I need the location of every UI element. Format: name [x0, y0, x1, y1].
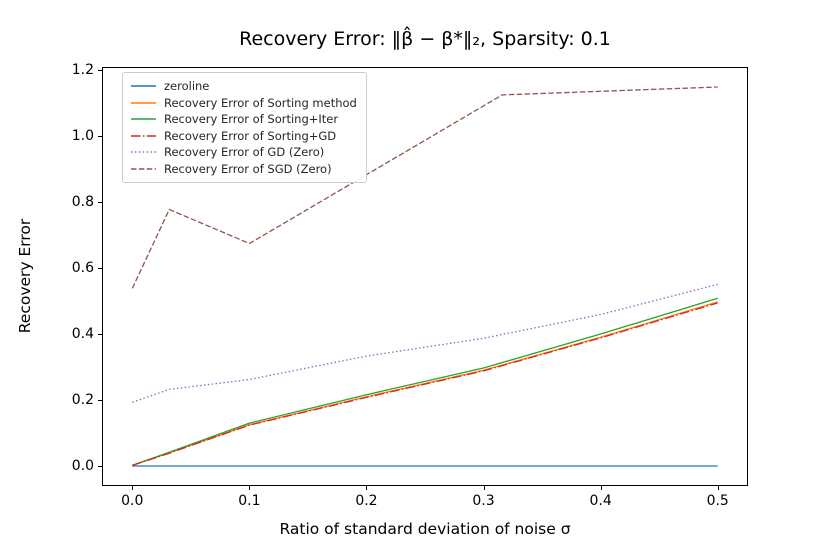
plot-area: zeroline Recovery Error of Sorting method…: [102, 67, 748, 486]
y-axis-label: Recovery Error: [16, 218, 34, 334]
series-line-recovery-error-of-sgd-zero: [131, 86, 718, 289]
y-tick-label: 1.2: [71, 61, 94, 78]
legend-line-sample: [131, 168, 156, 170]
legend-item-recovery-error-of-sorting-method: Recovery Error of Sorting method: [130, 95, 357, 112]
y-tick-mark: [98, 267, 102, 269]
y-tick-label: 0.6: [71, 259, 94, 276]
legend-item-label: Recovery Error of Sorting+Iter: [164, 112, 339, 127]
legend-line-sample: [131, 102, 156, 104]
y-tick-label: 1.0: [71, 127, 94, 144]
y-tick-label: 0.4: [71, 325, 94, 342]
x-tick-label: 0.1: [238, 493, 261, 509]
legend-item-recovery-error-of-sgd-zero: Recovery Error of SGD (Zero): [130, 161, 357, 178]
y-tick-mark: [98, 69, 102, 71]
x-tick-mark: [483, 486, 485, 490]
x-tick-mark: [600, 486, 602, 490]
y-tick-label: 0.2: [71, 392, 94, 408]
series-line-recovery-error-of-gd-zero: [132, 283, 718, 403]
legend-item-label: Recovery Error of GD (Zero): [164, 145, 325, 160]
y-tick-mark: [98, 400, 102, 401]
y-tick-mark: [98, 466, 102, 468]
x-tick-label: 0.5: [706, 493, 729, 509]
legend-item-label: Recovery Error of Sorting+GD: [164, 128, 337, 143]
legend-item-label: Recovery Error of SGD (Zero): [164, 161, 332, 176]
x-axis-label: Ratio of standard deviation of noise σ: [279, 520, 571, 538]
y-tick-mark: [98, 135, 102, 137]
x-tick-label: 0.2: [355, 493, 378, 509]
y-tick-label: 0.0: [71, 458, 94, 475]
legend-item-recovery-error-of-gd-zero: Recovery Error of GD (Zero): [130, 144, 357, 161]
legend-item-zeroline: zeroline: [130, 78, 357, 95]
legend-item-recovery-error-of-sorting-iter: Recovery Error of Sorting+Iter: [130, 111, 357, 128]
legend-line-sample: [131, 85, 156, 87]
x-tick-mark: [132, 486, 134, 490]
chart-title: Recovery Error: ‖β̂ − β*‖₂, Sparsity: 0.…: [239, 28, 611, 50]
legend: zeroline Recovery Error of Sorting method…: [122, 72, 367, 183]
x-tick-mark: [717, 486, 719, 490]
y-tick-mark: [98, 333, 102, 335]
x-tick-label: 0.0: [121, 493, 144, 509]
legend-line-sample: [131, 118, 156, 120]
legend-line-sample: [131, 135, 156, 137]
y-tick-mark: [98, 201, 102, 203]
x-tick-label: 0.3: [472, 493, 495, 509]
x-tick-mark: [249, 486, 251, 490]
y-tick-label: 0.8: [71, 193, 94, 210]
legend-item-recovery-error-of-sorting-gd: Recovery Error of Sorting+GD: [130, 128, 357, 145]
series-svg: [131, 86, 718, 467]
legend-item-label: zeroline: [164, 79, 210, 94]
legend-line-sample: [131, 151, 156, 153]
series-line-recovery-error-of-sorting-iter: [132, 297, 718, 467]
x-tick-label: 0.4: [589, 493, 612, 509]
legend-item-label: Recovery Error of Sorting method: [164, 95, 357, 110]
x-tick-mark: [366, 486, 368, 490]
series-line-recovery-error-of-sorting-gd: [132, 302, 718, 467]
